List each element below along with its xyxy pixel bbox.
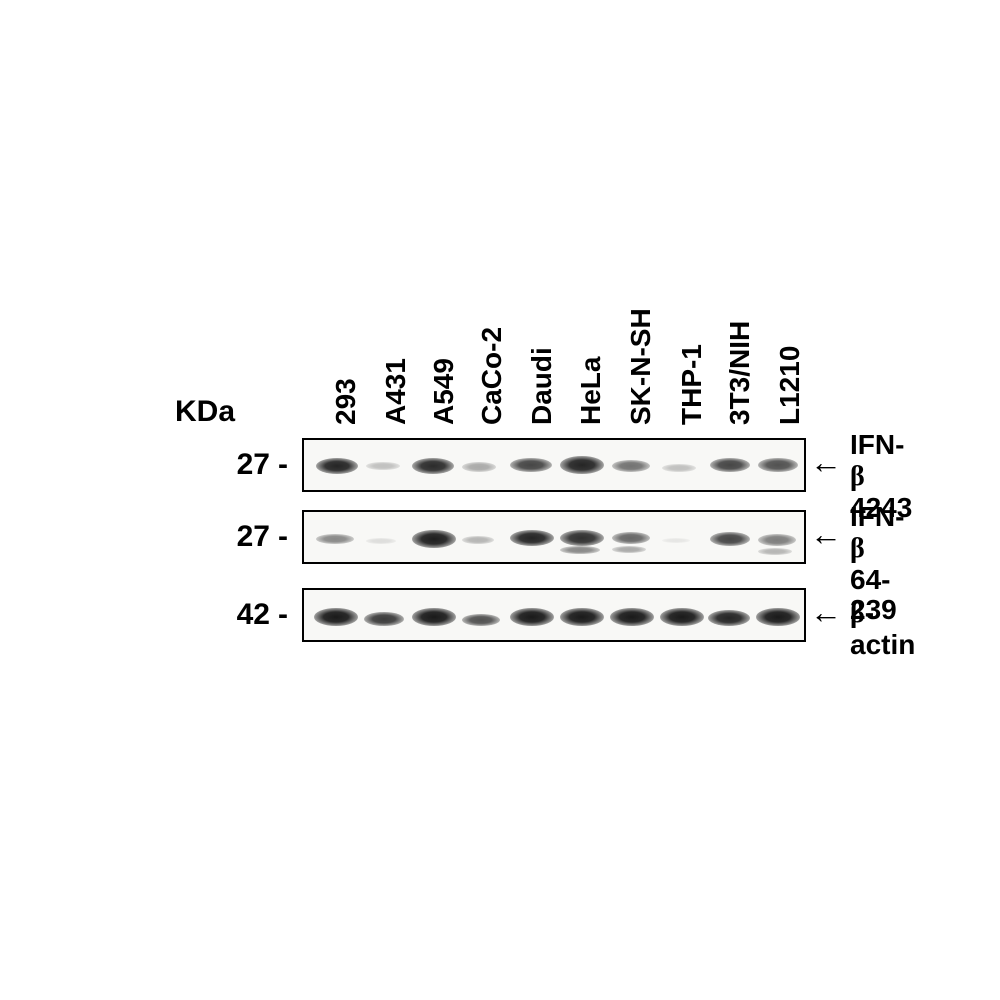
band bbox=[316, 458, 358, 474]
band bbox=[412, 608, 456, 626]
blot-panel bbox=[302, 438, 806, 492]
lane-label: THP-1 bbox=[676, 344, 708, 425]
lane-label: CaCo-2 bbox=[476, 327, 508, 425]
band bbox=[510, 530, 554, 546]
band bbox=[758, 548, 792, 555]
mw-tick: - bbox=[278, 598, 288, 632]
mw-label: 42 bbox=[210, 598, 270, 632]
band bbox=[412, 530, 456, 548]
band bbox=[366, 462, 400, 470]
band bbox=[612, 460, 650, 472]
band bbox=[412, 458, 454, 474]
mw-tick: - bbox=[278, 520, 288, 554]
band bbox=[756, 608, 800, 626]
band bbox=[758, 458, 798, 472]
lane-labels-container: 293 A431 A549 CaCo-2 Daudi HeLa SK-N-SH THP-1 3T… bbox=[332, 245, 822, 425]
band bbox=[510, 458, 552, 472]
band bbox=[560, 608, 604, 626]
band bbox=[560, 530, 604, 546]
antibody-label: β-actin bbox=[850, 598, 915, 661]
lane-label: SK-N-SH bbox=[625, 308, 657, 425]
band bbox=[560, 546, 600, 554]
band bbox=[462, 614, 500, 626]
band bbox=[462, 536, 494, 544]
band bbox=[660, 608, 704, 626]
band bbox=[710, 458, 750, 472]
arrow-icon: ← bbox=[810, 594, 842, 631]
lane-label: 3T3/NIH bbox=[724, 321, 756, 425]
lane-label: L1210 bbox=[774, 346, 806, 425]
blot-panel bbox=[302, 588, 806, 642]
lane-label: A431 bbox=[380, 358, 412, 425]
band bbox=[510, 608, 554, 626]
band bbox=[560, 456, 604, 474]
lane-label: HeLa bbox=[575, 357, 607, 425]
band bbox=[758, 534, 796, 546]
lane-label: Daudi bbox=[526, 347, 558, 425]
mw-label: 27 bbox=[210, 448, 270, 482]
band bbox=[610, 608, 654, 626]
lane-label: 293 bbox=[330, 378, 362, 425]
arrow-icon: ← bbox=[810, 444, 842, 481]
band bbox=[708, 610, 750, 626]
band bbox=[366, 538, 396, 544]
mw-label: 27 bbox=[210, 520, 270, 554]
band bbox=[316, 534, 354, 544]
mw-tick: - bbox=[278, 448, 288, 482]
band bbox=[612, 546, 646, 553]
band bbox=[662, 538, 690, 543]
band bbox=[364, 612, 404, 626]
arrow-icon: ← bbox=[810, 516, 842, 553]
band bbox=[462, 462, 496, 472]
band bbox=[314, 608, 358, 626]
lane-label: A549 bbox=[428, 358, 460, 425]
kda-header: KDa bbox=[175, 395, 235, 429]
band bbox=[612, 532, 650, 544]
band bbox=[710, 532, 750, 546]
blot-panel bbox=[302, 510, 806, 564]
band bbox=[662, 464, 696, 472]
